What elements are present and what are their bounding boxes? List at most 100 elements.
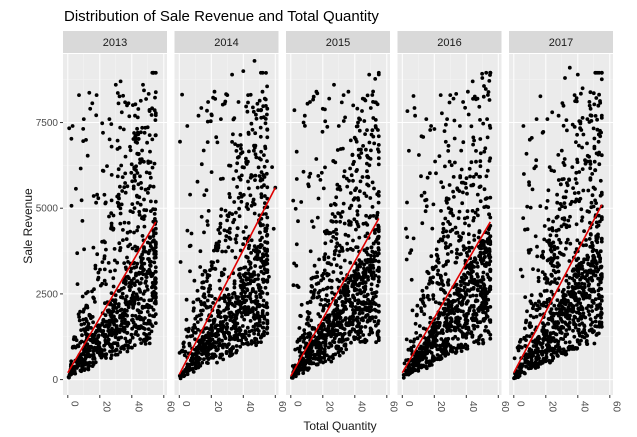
data-point <box>593 168 598 173</box>
data-point <box>461 140 466 145</box>
data-point <box>150 239 155 244</box>
data-point <box>528 313 533 318</box>
data-point <box>136 225 141 229</box>
data-point <box>364 301 368 306</box>
data-point <box>329 262 334 267</box>
data-point <box>252 145 257 150</box>
data-point <box>365 260 369 265</box>
data-point <box>479 293 483 298</box>
data-point <box>578 301 583 306</box>
data-point <box>210 342 215 346</box>
data-point <box>350 322 355 327</box>
data-point <box>467 249 472 253</box>
data-point <box>261 223 265 227</box>
data-point <box>570 122 575 127</box>
data-point <box>315 356 319 361</box>
data-point <box>360 96 365 101</box>
data-point <box>478 137 483 141</box>
data-point <box>356 198 361 202</box>
data-point <box>481 94 486 99</box>
data-point <box>302 367 306 371</box>
data-point <box>449 163 454 168</box>
data-point <box>482 246 487 251</box>
data-point <box>526 366 531 371</box>
data-point <box>118 211 123 216</box>
data-point <box>262 153 266 158</box>
x-tick-label: 40 <box>244 401 255 413</box>
data-point <box>471 312 476 317</box>
data-point <box>573 99 577 103</box>
data-point <box>474 293 479 298</box>
data-point <box>254 155 259 160</box>
data-point <box>482 149 487 154</box>
data-point <box>84 303 89 308</box>
data-point <box>217 304 222 309</box>
data-point <box>246 100 250 105</box>
data-point <box>372 257 376 262</box>
data-point <box>474 159 478 164</box>
data-point <box>357 263 362 268</box>
data-point <box>258 265 263 269</box>
data-point <box>534 356 538 361</box>
data-point <box>447 100 452 105</box>
data-point <box>229 353 234 358</box>
data-point <box>563 195 568 200</box>
chart-title: Distribution of Sale Revenue and Total Q… <box>64 8 379 25</box>
data-point <box>109 291 114 295</box>
data-point <box>246 207 251 212</box>
data-point <box>212 248 216 253</box>
data-point <box>148 236 153 240</box>
data-point <box>345 284 350 289</box>
data-point <box>590 240 594 245</box>
data-point <box>376 279 381 284</box>
data-point <box>190 328 195 333</box>
data-point <box>438 357 443 361</box>
data-point <box>234 294 239 299</box>
data-point <box>487 247 492 252</box>
data-point <box>537 336 542 341</box>
data-point <box>584 238 588 242</box>
data-point <box>109 211 114 216</box>
data-point <box>260 89 265 94</box>
data-point <box>231 132 235 137</box>
data-point <box>356 298 361 303</box>
data-point <box>599 77 604 82</box>
data-point <box>454 251 459 256</box>
data-point <box>405 200 409 205</box>
data-point <box>588 90 593 95</box>
data-point <box>471 269 475 274</box>
data-point <box>249 308 254 313</box>
data-point <box>351 238 355 243</box>
data-point <box>226 301 231 306</box>
data-point <box>531 303 536 308</box>
data-point <box>557 276 561 281</box>
data-point <box>579 218 584 223</box>
data-point <box>153 118 158 122</box>
data-point <box>220 338 224 343</box>
data-point <box>94 328 99 333</box>
data-point <box>534 117 539 121</box>
data-point <box>545 329 549 333</box>
data-point <box>477 104 482 109</box>
data-point <box>565 311 569 315</box>
data-point <box>260 332 265 337</box>
data-point <box>429 351 434 355</box>
data-point <box>586 188 591 193</box>
data-point <box>441 264 446 268</box>
data-point <box>344 347 349 352</box>
data-point <box>153 321 158 325</box>
data-point <box>355 212 360 217</box>
facet-strip <box>286 31 390 53</box>
data-point <box>345 247 350 252</box>
data-point <box>442 129 447 134</box>
x-tick-label: 0 <box>68 401 79 407</box>
data-point <box>528 321 532 325</box>
data-point <box>315 215 320 220</box>
facet-strip-label: 2014 <box>214 37 238 49</box>
data-point <box>566 218 571 223</box>
data-point <box>247 333 251 338</box>
data-point <box>323 165 327 170</box>
data-point <box>587 210 591 214</box>
data-point <box>299 302 304 307</box>
data-point <box>564 246 568 251</box>
